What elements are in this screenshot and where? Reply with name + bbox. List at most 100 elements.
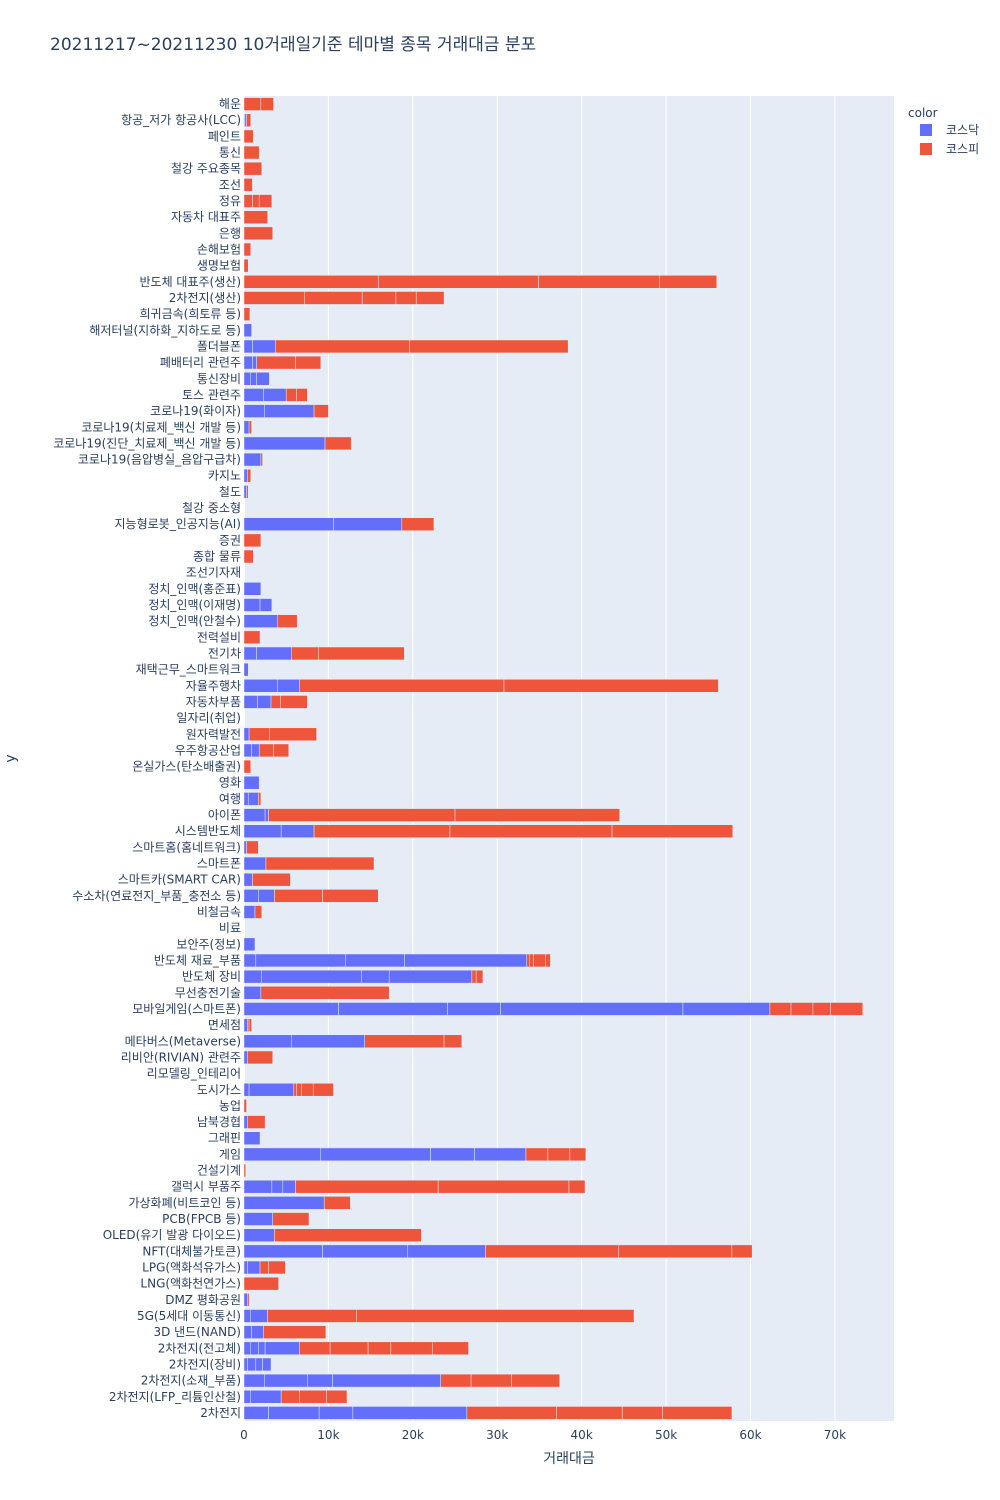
bar-segment-kospi[interactable] xyxy=(364,1034,445,1048)
bar-segment-kosdaq[interactable] xyxy=(243,1002,339,1016)
bar-segment-kosdaq[interactable] xyxy=(248,1083,295,1097)
bar-segment-kospi[interactable] xyxy=(475,969,484,984)
bar-segment-kosdaq[interactable] xyxy=(264,1341,300,1355)
bar-segment-kosdaq[interactable] xyxy=(243,695,258,709)
bar-segment-kosdaq[interactable] xyxy=(264,1373,308,1388)
bar-segment-kosdaq[interactable] xyxy=(247,1357,257,1372)
bar-segment-kosdaq[interactable] xyxy=(243,469,248,483)
bar-segment-kosdaq[interactable] xyxy=(291,1034,365,1048)
bar-segment-kosdaq[interactable] xyxy=(243,1050,248,1065)
bar-segment-kospi[interactable] xyxy=(260,97,274,111)
bar-segment-kosdaq[interactable] xyxy=(251,743,260,758)
bar-segment-kospi[interactable] xyxy=(260,986,390,1000)
bar-segment-kosdaq[interactable] xyxy=(243,1212,273,1226)
bar-segment-kospi[interactable] xyxy=(258,194,273,208)
bar-segment-kospi[interactable] xyxy=(545,953,551,968)
bar-segment-kosdaq[interactable] xyxy=(262,1357,272,1372)
bar-segment-kosdaq[interactable] xyxy=(243,404,265,418)
bar-segment-kospi[interactable] xyxy=(415,291,445,305)
bar-segment-kospi[interactable] xyxy=(246,485,249,499)
bars[interactable] xyxy=(243,97,864,1420)
bar-segment-kosdaq[interactable] xyxy=(447,1002,501,1016)
bar-segment-kospi[interactable] xyxy=(260,452,263,467)
bar-segment-kosdaq[interactable] xyxy=(252,355,257,370)
bar-segment-kosdaq[interactable] xyxy=(320,1147,431,1162)
bar-segment-kosdaq[interactable] xyxy=(247,792,259,806)
bar-segment-kospi[interactable] xyxy=(258,792,262,806)
bar-segment-kosdaq[interactable] xyxy=(361,969,390,984)
bar-segment-kosdaq[interactable] xyxy=(247,1260,261,1275)
bar-segment-kospi[interactable] xyxy=(731,1244,753,1259)
bar-segment-kosdaq[interactable] xyxy=(318,1406,354,1420)
bar-segment-kospi[interactable] xyxy=(296,388,308,402)
bar-segment-kosdaq[interactable] xyxy=(277,679,300,693)
bar-segment-kospi[interactable] xyxy=(256,355,296,370)
bar-segment-kosdaq[interactable] xyxy=(333,517,403,531)
bar-segment-kosdaq[interactable] xyxy=(261,969,362,984)
bar-segment-kosdaq[interactable] xyxy=(243,1034,292,1048)
bar-segment-kosdaq[interactable] xyxy=(500,1002,684,1016)
bar-segment-kospi[interactable] xyxy=(254,905,262,919)
bar-segment-kospi[interactable] xyxy=(243,533,262,548)
bar-segment-kospi[interactable] xyxy=(243,630,261,645)
bar-segment-kospi[interactable] xyxy=(547,1147,571,1162)
bar-segment-kospi[interactable] xyxy=(769,1002,792,1016)
bar-segment-kosdaq[interactable] xyxy=(243,323,252,338)
bar-segment-kospi[interactable] xyxy=(568,1179,586,1194)
bar-segment-kospi[interactable] xyxy=(299,1341,331,1355)
bar-segment-kospi[interactable] xyxy=(377,275,539,289)
bar-segment-kosdaq[interactable] xyxy=(243,388,264,402)
bar-segment-kosdaq[interactable] xyxy=(244,113,247,127)
bar-segment-kosdaq[interactable] xyxy=(404,953,528,968)
bar-segment-kospi[interactable] xyxy=(252,872,291,887)
bar-segment-kosdaq[interactable] xyxy=(280,824,315,838)
bar-segment-kospi[interactable] xyxy=(247,1293,250,1307)
bar-segment-kospi[interactable] xyxy=(263,1325,327,1339)
bar-segment-kospi[interactable] xyxy=(268,808,456,822)
bar-segment-kospi[interactable] xyxy=(440,1373,472,1388)
bar-segment-kospi[interactable] xyxy=(503,679,719,693)
bar-segment-kospi[interactable] xyxy=(538,275,660,289)
bar-segment-kosdaq[interactable] xyxy=(259,598,273,612)
bar-segment-kosdaq[interactable] xyxy=(243,1131,261,1145)
bar-segment-kospi[interactable] xyxy=(662,1406,733,1420)
bar-segment-kosdaq[interactable] xyxy=(264,808,269,822)
bar-segment-kospi[interactable] xyxy=(367,1341,392,1355)
bar-segment-kosdaq[interactable] xyxy=(243,339,253,354)
bar-segment-kosdaq[interactable] xyxy=(243,662,249,677)
bar-segment-kospi[interactable] xyxy=(243,759,252,774)
bar-segment-kospi[interactable] xyxy=(243,1276,279,1291)
bar-segment-kospi[interactable] xyxy=(485,1244,620,1259)
bar-segment-kosdaq[interactable] xyxy=(243,1309,252,1323)
bar-segment-kospi[interactable] xyxy=(259,1260,269,1275)
bar-segment-kosdaq[interactable] xyxy=(243,1179,273,1194)
bar-segment-kosdaq[interactable] xyxy=(243,1115,248,1129)
bar-segment-kospi[interactable] xyxy=(466,1406,557,1420)
bar-segment-kosdaq[interactable] xyxy=(282,1179,296,1194)
bar-segment-kospi[interactable] xyxy=(280,695,308,709)
bar-segment-kosdaq[interactable] xyxy=(307,1373,333,1388)
bar-segment-kospi[interactable] xyxy=(274,889,323,903)
bar-segment-kospi[interactable] xyxy=(247,1018,250,1032)
bar-segment-kosdaq[interactable] xyxy=(243,355,253,370)
bar-segment-kospi[interactable] xyxy=(268,1260,286,1275)
bar-segment-kosdaq[interactable] xyxy=(243,792,249,806)
bar-segment-kospi[interactable] xyxy=(322,889,379,903)
bar-segment-kosdaq[interactable] xyxy=(243,1083,250,1097)
bar-segment-kospi[interactable] xyxy=(243,210,268,224)
bar-segment-kosdaq[interactable] xyxy=(407,1244,486,1259)
bar-segment-kospi[interactable] xyxy=(329,1341,369,1355)
bar-segment-kospi[interactable] xyxy=(243,178,253,192)
bar-segment-kospi[interactable] xyxy=(443,1034,463,1048)
bar-segment-kosdaq[interactable] xyxy=(682,1002,771,1016)
bar-segment-kospi[interactable] xyxy=(409,339,569,354)
bar-segment-kospi[interactable] xyxy=(243,549,254,564)
bar-segment-kosdaq[interactable] xyxy=(345,953,405,968)
bar-segment-kospi[interactable] xyxy=(243,291,306,305)
bar-segment-kospi[interactable] xyxy=(313,824,451,838)
bar-segment-kosdaq[interactable] xyxy=(332,1373,441,1388)
bar-segment-kosdaq[interactable] xyxy=(243,1373,265,1388)
legend-swatch[interactable] xyxy=(920,143,932,155)
bar-segment-kospi[interactable] xyxy=(511,1373,560,1388)
